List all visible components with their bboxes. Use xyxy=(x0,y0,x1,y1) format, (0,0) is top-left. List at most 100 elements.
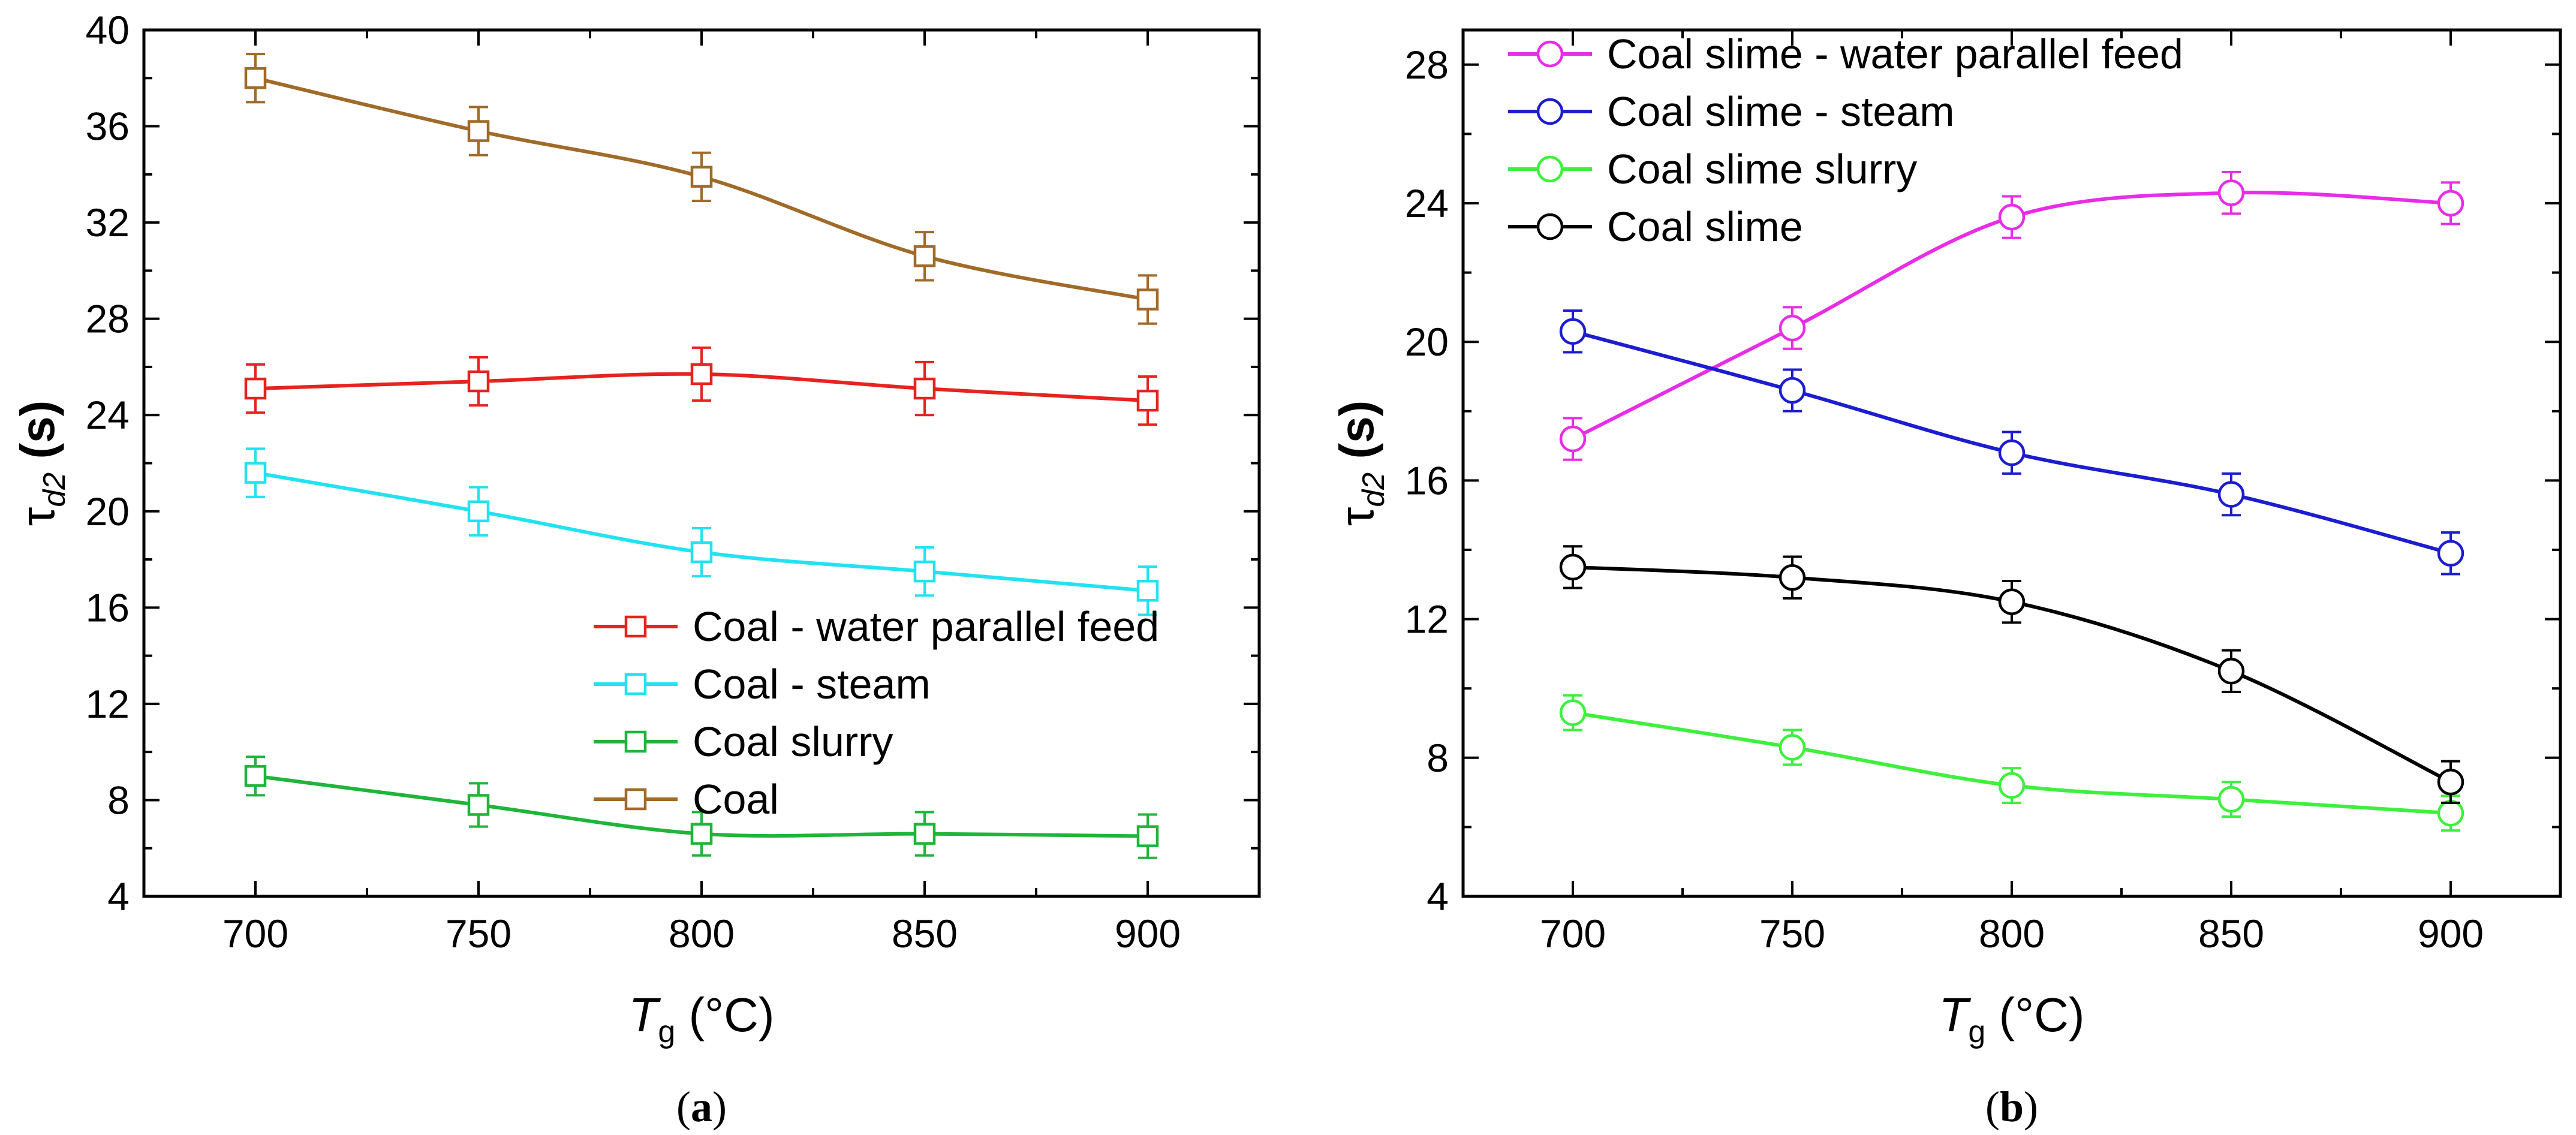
series-3 xyxy=(1559,694,2464,832)
data-marker xyxy=(2217,785,2245,813)
panel-label-letter: a xyxy=(691,1083,712,1131)
y-tick-label: 20 xyxy=(86,489,130,534)
data-marker xyxy=(1559,425,1587,453)
data-marker xyxy=(1136,579,1159,602)
data-marker xyxy=(690,541,713,564)
data-marker xyxy=(2437,540,2464,567)
legend-label: Coal - steam xyxy=(693,661,931,708)
data-marker xyxy=(1778,314,1806,342)
data-marker xyxy=(244,67,267,89)
data-marker xyxy=(244,377,267,400)
data-marker xyxy=(1998,772,2026,799)
data-marker xyxy=(1536,155,1564,183)
data-marker xyxy=(244,765,267,787)
y-tick-label: 24 xyxy=(1405,181,1449,225)
x-axis-title-main: T xyxy=(628,988,661,1041)
x-tick-label: 700 xyxy=(1540,911,1606,956)
chart-panel-b: 700 750 800 850 900 4 8 12 16 20 24 28 Tg (°C) τd2 (s… xyxy=(1330,28,2562,1131)
legend-label: Coal slime xyxy=(1607,203,1803,250)
data-marker xyxy=(2437,800,2464,827)
panel-label-open: ( xyxy=(676,1083,691,1131)
x-tick-label: 800 xyxy=(669,911,735,956)
data-marker xyxy=(1536,98,1564,125)
legend-label: Coal slurry xyxy=(693,718,893,765)
data-marker xyxy=(467,120,490,142)
data-marker xyxy=(913,823,936,845)
data-marker xyxy=(2217,179,2245,206)
data-marker xyxy=(624,730,647,753)
legend-label: Coal - water parallel feed xyxy=(693,603,1159,650)
y-axis-title-sub: d2 xyxy=(1356,472,1391,507)
panel-label-close: ) xyxy=(712,1083,727,1131)
data-marker xyxy=(1998,439,2026,466)
data-marker xyxy=(1136,288,1159,311)
legend-label: Coal slime - steam xyxy=(1607,88,1955,135)
data-marker xyxy=(467,794,490,816)
x-tick-label: 850 xyxy=(892,911,958,956)
y-tick-label: 40 xyxy=(86,8,130,52)
x-axis-title-unit: (°C) xyxy=(1985,988,2084,1041)
y-tick-label: 20 xyxy=(1405,320,1449,364)
data-marker xyxy=(1778,734,1806,761)
y-tick-label: 32 xyxy=(86,200,130,245)
data-marker xyxy=(1136,389,1159,412)
y-tick-label: 4 xyxy=(107,874,130,919)
data-marker xyxy=(2437,189,2464,217)
data-marker xyxy=(467,370,490,393)
data-marker xyxy=(1536,213,1564,240)
panel-label-letter: b xyxy=(2000,1083,2024,1131)
series-4 xyxy=(1559,545,2464,804)
y-tick-label: 8 xyxy=(1427,736,1449,780)
x-tick-label: 700 xyxy=(222,911,288,956)
x-axis-title: Tg (°C) xyxy=(628,988,774,1049)
data-marker xyxy=(1136,825,1159,847)
x-axis-title-main: T xyxy=(1939,988,1971,1041)
chart-panel-a: 700 750 800 850 900 4 8 12 16 20 24 28 32 36 40 Tg (°C)… xyxy=(11,8,1261,1131)
data-marker xyxy=(624,673,647,696)
x-tick-label: 850 xyxy=(2198,911,2264,956)
y-axis-title: τd2 (s) xyxy=(1330,401,1391,526)
data-marker xyxy=(624,615,647,638)
data-marker xyxy=(1559,318,1587,345)
data-marker xyxy=(913,245,936,267)
legend-label: Coal slime - water parallel feed xyxy=(1607,31,2183,77)
legend: Coal - water parallel feed Coal - steam Co… xyxy=(594,603,1159,823)
x-axis-title-sub: g xyxy=(658,1014,675,1049)
y-tick-label: 8 xyxy=(107,778,130,822)
legend-label: Coal xyxy=(693,776,779,823)
y-tick-label: 24 xyxy=(86,393,130,437)
legend: Coal slime - water parallel feed Coal sli… xyxy=(1508,31,2183,250)
data-marker xyxy=(624,788,647,811)
panel-label-close: ) xyxy=(2024,1083,2038,1131)
data-marker xyxy=(690,823,713,845)
x-tick-label: 900 xyxy=(2418,911,2484,956)
data-marker xyxy=(913,377,936,400)
data-marker xyxy=(1559,699,1587,726)
y-tick-label: 4 xyxy=(1427,874,1449,919)
data-marker xyxy=(1778,564,1806,591)
data-marker xyxy=(690,165,713,188)
series-4 xyxy=(244,53,1159,325)
data-marker xyxy=(1998,203,2026,231)
series-1 xyxy=(244,346,1159,426)
y-tick-label: 28 xyxy=(86,297,130,341)
legend-label: Coal slime slurry xyxy=(1607,146,1917,192)
y-axis-title-main: τ xyxy=(1330,507,1383,526)
data-marker xyxy=(1778,377,1806,404)
x-tick-label: 750 xyxy=(1759,911,1825,956)
y-axis-title-unit: (s) xyxy=(11,401,64,472)
data-marker xyxy=(690,363,713,386)
x-tick-label: 750 xyxy=(446,911,511,956)
y-tick-label: 36 xyxy=(86,104,130,149)
x-tick-label: 800 xyxy=(1979,911,2045,956)
panel-label-open: ( xyxy=(1985,1083,2000,1131)
data-marker xyxy=(913,560,936,583)
data-marker xyxy=(244,462,267,484)
x-axis-title-sub: g xyxy=(1968,1014,1985,1049)
x-axis-title: Tg (°C) xyxy=(1939,988,2084,1049)
data-marker xyxy=(1998,588,2026,615)
series-2 xyxy=(1559,309,2464,576)
data-marker xyxy=(1536,40,1564,68)
data-marker xyxy=(2217,481,2245,508)
